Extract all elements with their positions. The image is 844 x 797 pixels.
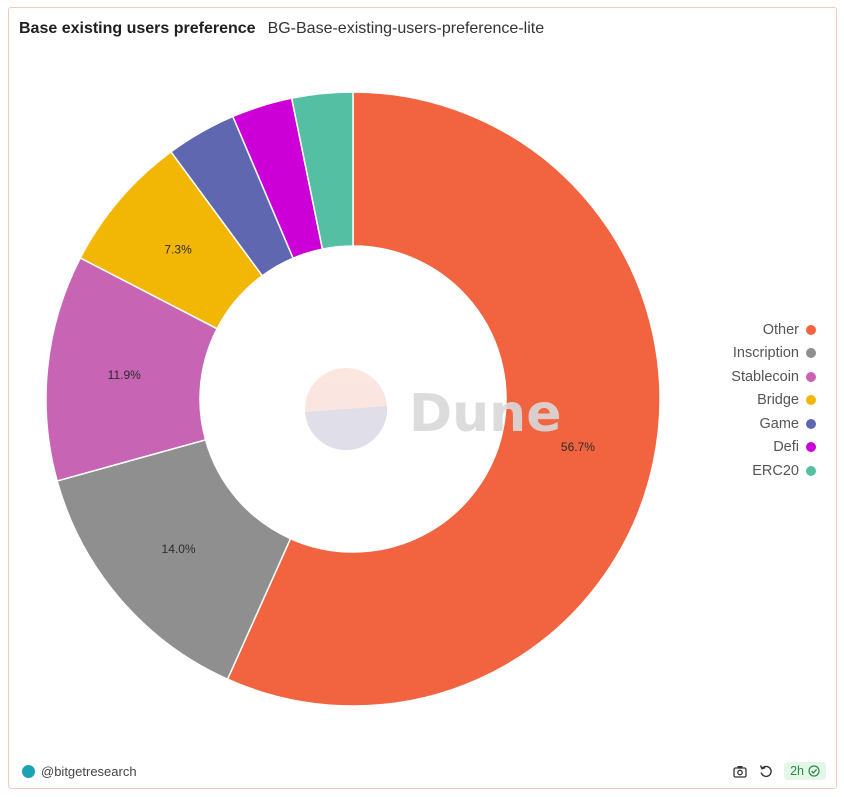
legend-label: Bridge	[757, 392, 799, 409]
slice-label-stablecoin: 11.9%	[108, 368, 141, 382]
legend-dot	[806, 465, 816, 476]
legend-label: Inscription	[732, 345, 799, 362]
slice-erc20[interactable]	[290, 91, 354, 250]
slice-label-other: 56.7%	[561, 440, 595, 454]
legend-dot	[806, 371, 816, 382]
legend-item-bridge[interactable]: Bridge	[731, 389, 816, 413]
author-name[interactable]: @bitgetresearch	[41, 764, 137, 779]
legend-label: Defi	[773, 439, 799, 456]
chart-title: Base existing users preference	[19, 20, 256, 37]
legend-label: Stablecoin	[731, 368, 799, 385]
legend-label: Game	[759, 415, 800, 432]
camera-icon[interactable]	[732, 763, 748, 779]
footer-actions: 2h	[732, 762, 826, 780]
check-circle-icon	[808, 765, 820, 777]
legend-dot	[806, 348, 816, 359]
refresh-status-badge[interactable]: 2h	[784, 762, 826, 780]
donut-chart: Dune 56.7% 14.0% 11.9% 7.3%	[45, 91, 661, 707]
query-name[interactable]: BG-Base-existing-users-preference-lite	[267, 20, 545, 37]
chart-header: Base existing users preference BG-Base-e…	[19, 20, 544, 38]
dune-logo-bottom	[305, 406, 388, 451]
legend-item-erc20[interactable]: ERC20	[731, 459, 816, 483]
slice-label-inscription: 14.0%	[162, 542, 196, 556]
legend-label: ERC20	[752, 462, 799, 479]
badge-label: 2h	[790, 764, 804, 778]
legend-dot	[806, 324, 816, 335]
legend-dot	[806, 442, 816, 453]
legend-dot	[806, 418, 816, 429]
dune-watermark: Dune	[305, 368, 561, 451]
legend-item-other[interactable]: Other	[731, 318, 816, 342]
slice-other[interactable]	[226, 91, 661, 707]
slice-inscription[interactable]	[56, 438, 292, 681]
refresh-icon[interactable]	[758, 763, 774, 779]
slice-label-bridge: 7.3%	[164, 243, 192, 257]
author-info[interactable]: @bitgetresearch	[22, 764, 137, 779]
legend-dot	[806, 395, 816, 406]
author-avatar	[22, 765, 35, 778]
legend-item-inscription[interactable]: Inscription	[731, 342, 816, 366]
watermark-text: Dune	[409, 384, 561, 444]
chart-legend: Other Inscription Stablecoin Bridge Game Defi…	[731, 318, 816, 483]
legend-label: Other	[762, 321, 799, 338]
legend-item-stablecoin[interactable]: Stablecoin	[731, 365, 816, 389]
chart-card: Base existing users preference BG-Base-e…	[8, 7, 837, 789]
legend-item-defi[interactable]: Defi	[731, 436, 816, 460]
legend-item-game[interactable]: Game	[731, 412, 816, 436]
